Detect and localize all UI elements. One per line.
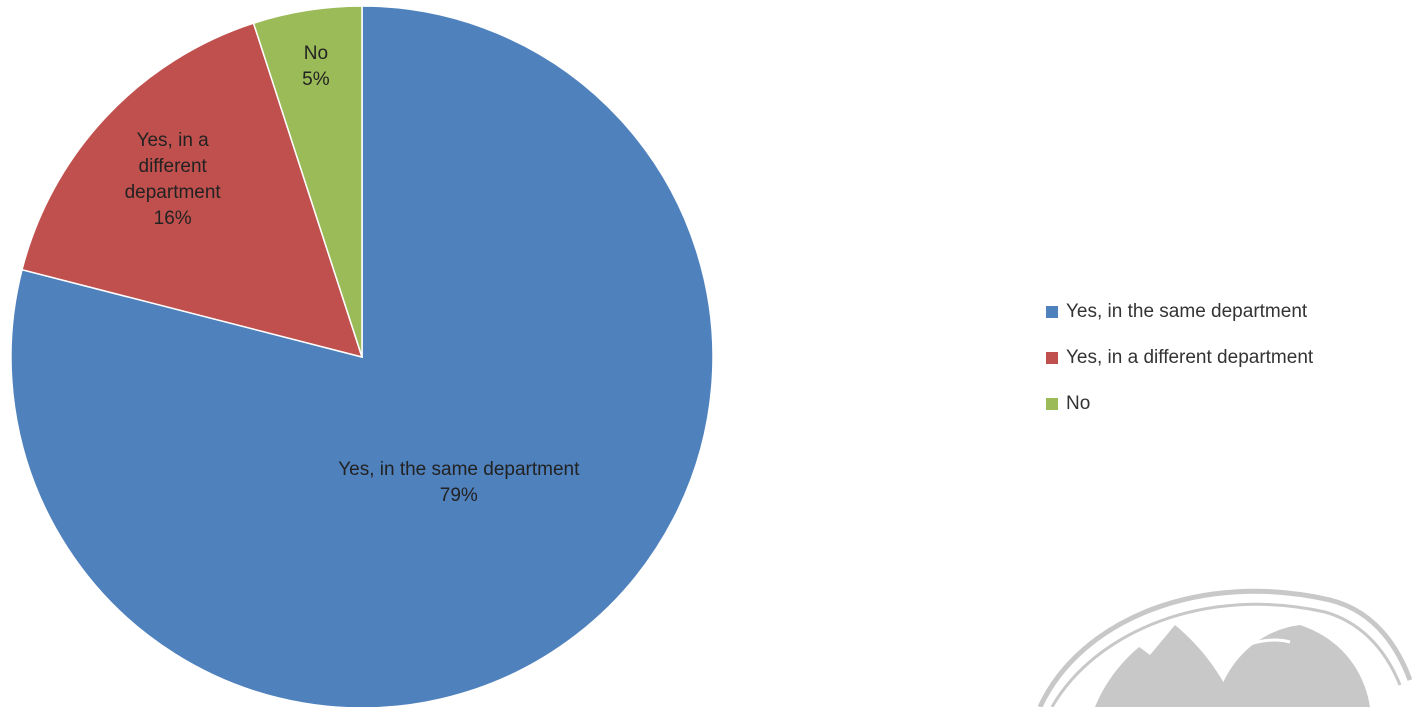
legend-swatch	[1046, 398, 1058, 410]
slice-data-label: Yes, in a different department 16%	[125, 130, 222, 229]
pie-slices	[10, 5, 714, 707]
slice-data-label: Yes, in the same department 79%	[338, 459, 580, 506]
legend-label: Yes, in the same department	[1066, 301, 1308, 322]
pie-slice	[252, 5, 363, 358]
legend-item-no: No	[1046, 390, 1313, 418]
chart-legend: Yes, in the same department Yes, in a di…	[1046, 298, 1313, 436]
slice-data-label: No 5%	[302, 43, 330, 90]
pie-slice	[21, 22, 364, 359]
legend-item-same-department: Yes, in the same department	[1046, 298, 1313, 326]
pie-slice	[10, 5, 714, 707]
legend-label: Yes, in a different department	[1066, 347, 1314, 368]
legend-swatch	[1046, 352, 1058, 364]
feather-logo-watermark-icon	[1037, 588, 1412, 707]
legend-swatch	[1046, 306, 1058, 318]
legend-label: No	[1066, 393, 1091, 414]
legend-item-different-department: Yes, in a different department	[1046, 344, 1313, 372]
